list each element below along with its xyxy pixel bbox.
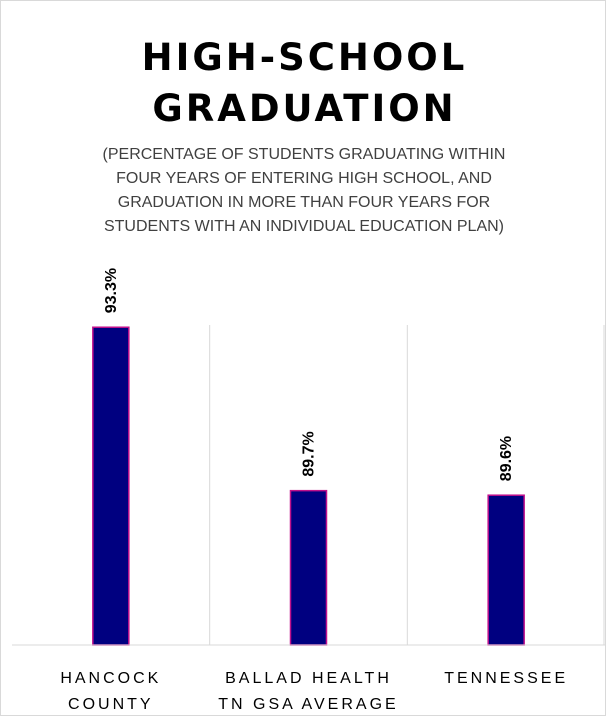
category-tick-label: HANCOCK (60, 670, 161, 687)
subtitle-line: GRADUATION IN MORE THAN FOUR YEARS FOR (117, 194, 491, 211)
subtitle-line: STUDENTS WITH AN INDIVIDUAL EDUCATION PL… (103, 218, 505, 235)
category-tick-label: TN GSA AVERAGE (218, 696, 398, 713)
chart-title-line-2: GRADUATION (152, 87, 457, 130)
category-tick-label: BALLAD HEALTH (225, 670, 392, 687)
bar-1 (289, 489, 328, 646)
chart-title-line-1: HIGH-SCHOOL (141, 36, 468, 79)
bar-0 (92, 326, 130, 646)
data-label: 89.7% (301, 431, 318, 476)
chart-subtitle: (PERCENTAGE OF STUDENTS GRADUATING WITHI… (79, 143, 529, 239)
subtitle-line: (PERCENTAGE OF STUDENTS GRADUATING WITHI… (102, 146, 506, 163)
data-label: 89.6% (498, 436, 515, 481)
data-label: 93.3% (103, 268, 120, 313)
category-tick-label: TENNESSEE (444, 670, 568, 687)
subtitle-line: FOUR YEARS OF ENTERING HIGH SCHOOL, AND (116, 170, 492, 187)
category-tick-label: COUNTY (68, 696, 154, 713)
bar-2 (487, 494, 525, 646)
